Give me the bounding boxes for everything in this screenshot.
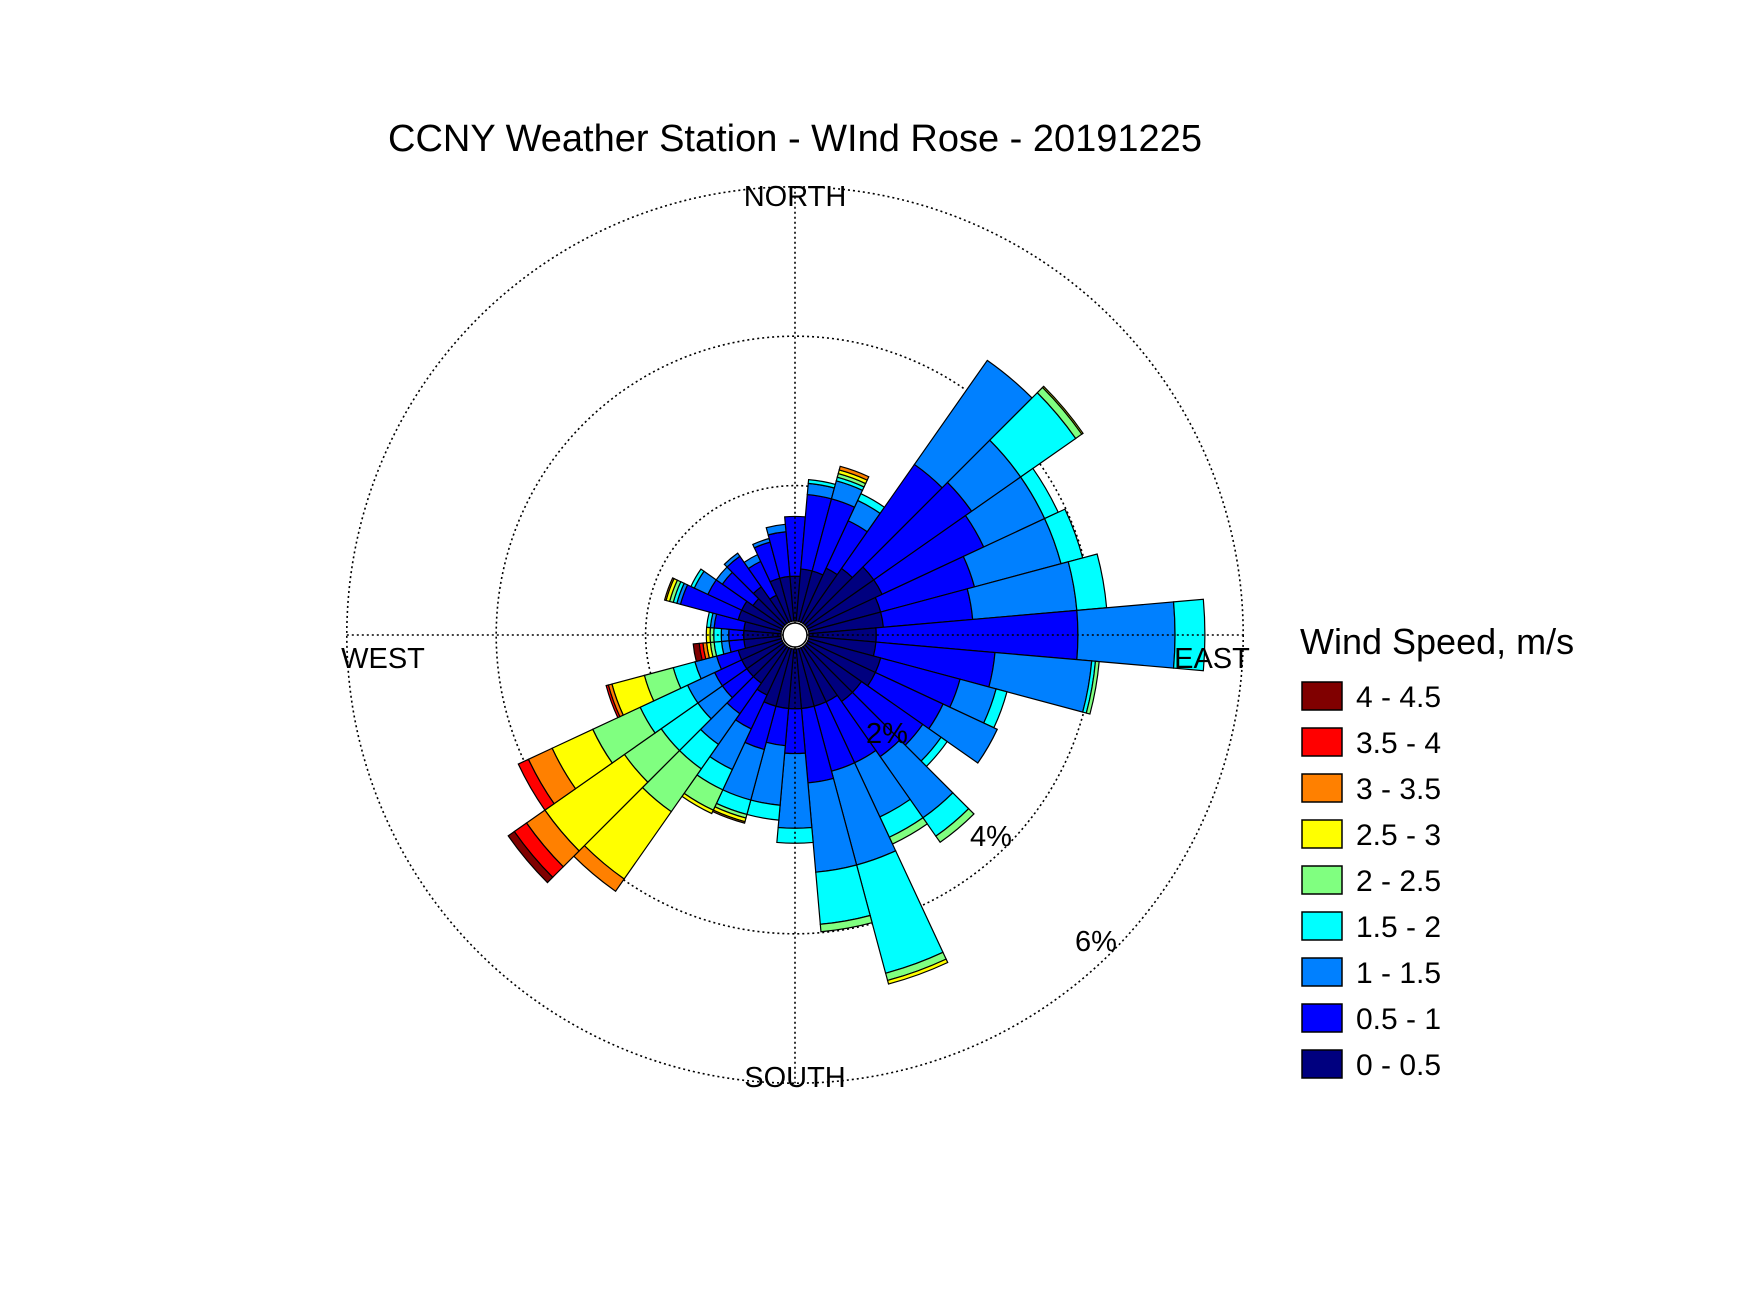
sector-240-bin-7 — [517, 758, 555, 811]
sector-290-bin-6 — [663, 577, 675, 602]
sector-90-bin-2 — [1076, 601, 1176, 669]
sector-320-bin-2 — [723, 552, 741, 568]
ring-label-2pct: 2% — [866, 718, 908, 750]
legend-swatch — [1301, 911, 1343, 941]
legend: Wind Speed, m/s 4 - 4.5 3.5 - 4 3 - 3.5 2.5… — [1300, 621, 1574, 1082]
sector-100-bin-2 — [988, 651, 1093, 713]
legend-label: 3.5 - 4 — [1356, 727, 1441, 760]
legend-label: 3 - 3.5 — [1356, 773, 1441, 806]
south-label: SOUTH — [744, 1062, 846, 1094]
legend-swatch — [1301, 1003, 1343, 1033]
sector-180-bin-3 — [776, 826, 814, 844]
wind-sectors — [507, 359, 1206, 985]
legend-label: 1 - 1.5 — [1356, 957, 1441, 990]
sector-140-bin-4 — [935, 807, 975, 844]
sector-100-bin-4 — [1085, 660, 1100, 715]
grid-overlay — [346, 186, 1244, 1084]
legend-label: 0.5 - 1 — [1356, 1003, 1441, 1036]
sector-350-bin-2 — [765, 523, 787, 536]
north-label: NORTH — [744, 181, 847, 213]
sector-170-bin-4 — [819, 914, 873, 933]
legend-label: 4 - 4.5 — [1356, 681, 1441, 714]
legend-label: 1.5 - 2 — [1356, 911, 1441, 944]
legend-swatch — [1301, 865, 1343, 895]
legend-label: 2 - 2.5 — [1356, 865, 1441, 898]
legend-label: 2.5 - 3 — [1356, 819, 1441, 852]
sector-160-bin-5 — [886, 958, 949, 985]
ring-label-4pct: 4% — [970, 821, 1012, 853]
sector-50-bin-5 — [1041, 385, 1084, 435]
sector-20-bin-6 — [838, 465, 870, 481]
chart-title: CCNY Weather Station - WInd Rose - 20191… — [388, 118, 1202, 160]
legend-swatch — [1301, 1049, 1343, 1079]
legend-swatch — [1301, 681, 1343, 711]
east-label: EAST — [1174, 643, 1250, 675]
legend-swatch — [1301, 957, 1343, 987]
center-hole — [782, 622, 808, 648]
ring-label-6pct: 6% — [1075, 926, 1117, 958]
legend-title: Wind Speed, m/s — [1300, 621, 1574, 662]
legend-swatch — [1301, 819, 1343, 849]
sector-260-bin-8 — [692, 642, 703, 663]
legend-label: 0 - 0.5 — [1356, 1049, 1441, 1082]
legend-swatch — [1301, 727, 1343, 757]
sector-120-bin-2 — [928, 703, 999, 764]
legend-swatch — [1301, 773, 1343, 803]
sector-300-bin-3 — [690, 568, 705, 589]
sector-90-bin-3 — [1172, 598, 1206, 672]
west-label: WEST — [341, 643, 425, 675]
sector-270-bin-1 — [728, 628, 745, 642]
sector-250-bin-7 — [605, 684, 621, 719]
sector-230-bin-8 — [507, 830, 554, 884]
